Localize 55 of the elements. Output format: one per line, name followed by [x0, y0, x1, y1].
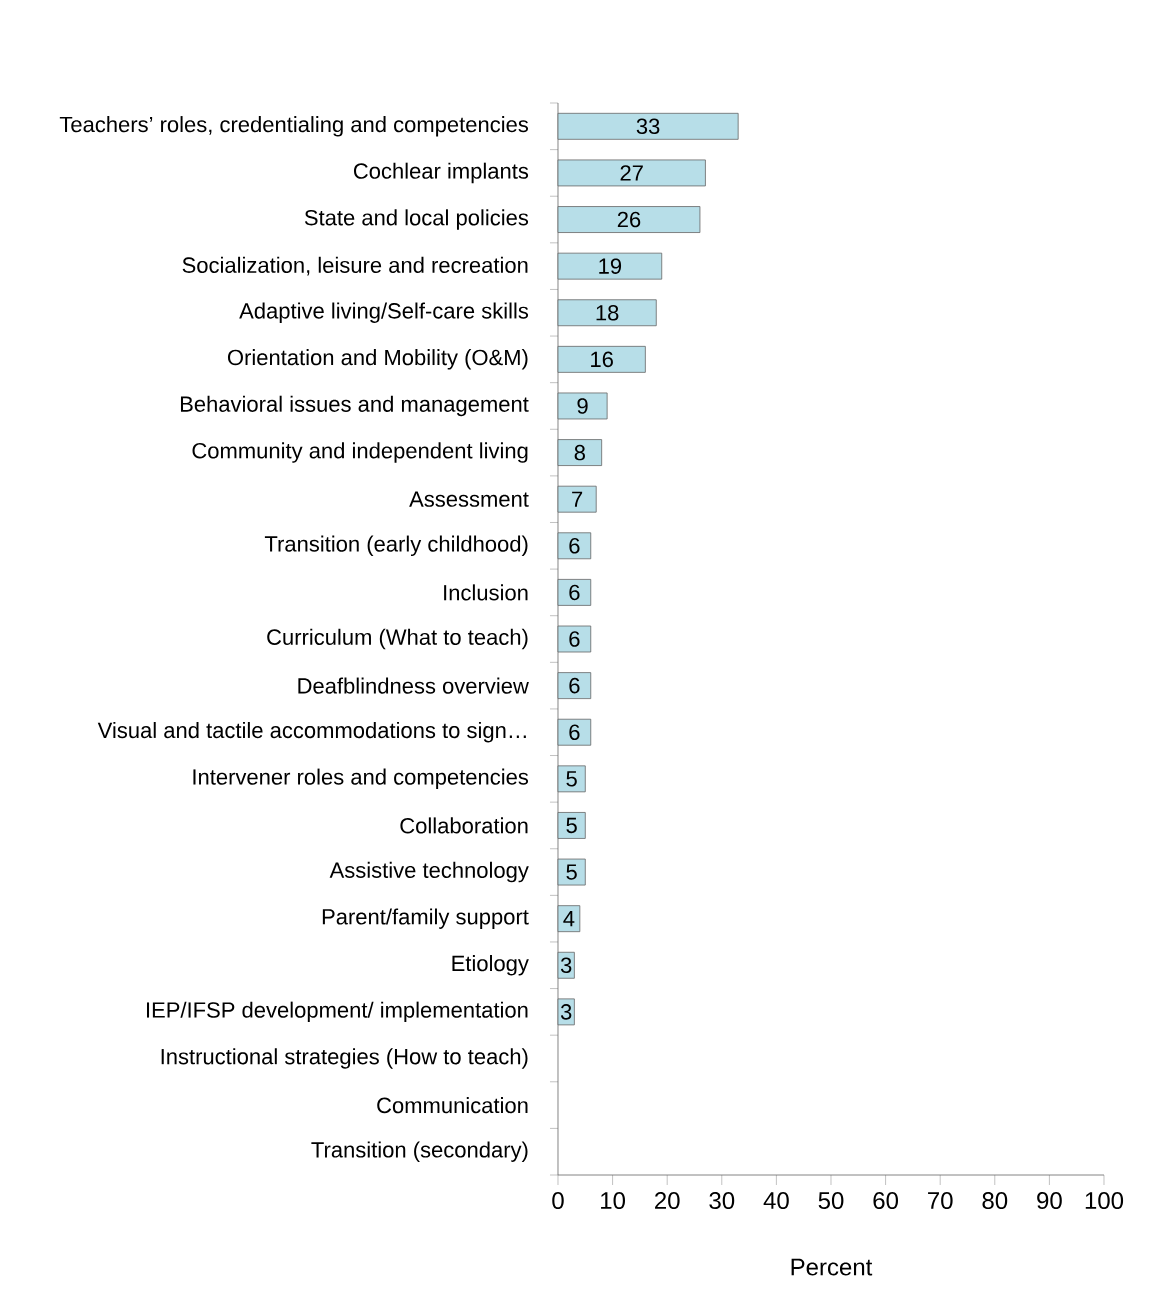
- y-tick-label: Teachers’ roles, credentialing and competencies: [59, 116, 529, 137]
- y-tick-label: Orientation and Mobility (O&M): [227, 349, 528, 370]
- y-tick-label: Etiology: [452, 955, 529, 976]
- data-label: 6: [569, 584, 580, 601]
- data-label: 3: [560, 1004, 572, 1020]
- x-tick-label: 80: [982, 1192, 1008, 1210]
- data-label: 5: [566, 864, 577, 880]
- y-tick-label: Community and independent living: [192, 442, 528, 463]
- data-label: 6: [569, 724, 580, 741]
- data-label: 8: [574, 444, 585, 461]
- data-label: 6: [569, 677, 580, 694]
- data-label: 5: [566, 817, 577, 834]
- data-label: 6: [569, 631, 580, 647]
- y-tick-label: Parent/family support: [322, 908, 529, 929]
- data-label: 6: [569, 538, 580, 554]
- data-label: 27: [620, 165, 643, 181]
- y-tick-label: IEP/IFSP development/ implementation: [146, 1001, 528, 1023]
- y-tick-label: Assistive technology: [329, 861, 529, 883]
- y-tick-label: Socialization, leisure and recreation: [182, 256, 528, 276]
- x-tick-label: 40: [763, 1192, 789, 1210]
- data-label: 33: [636, 118, 660, 135]
- data-label: 5: [566, 771, 577, 787]
- y-tick-label: State and local policies: [304, 209, 529, 230]
- y-tick-label: Visual and tactile accommodations to sign…: [97, 721, 526, 743]
- x-tick-label: 30: [709, 1192, 735, 1210]
- y-tick-label: Assessment: [409, 491, 529, 507]
- x-tick-label: 50: [818, 1192, 844, 1210]
- x-tick-label: 60: [873, 1192, 899, 1210]
- data-label: 26: [617, 211, 641, 228]
- y-tick-label: Collaboration: [400, 817, 528, 834]
- y-tick-label: Curriculum (What to teach): [267, 628, 528, 650]
- y-tick-label: Adaptive living/Self-care skills: [239, 302, 529, 323]
- data-label: 4: [563, 911, 575, 927]
- y-tick-label: Behavioral issues and management: [180, 395, 529, 417]
- x-tick-label: 20: [655, 1192, 680, 1210]
- y-tick-label: Transition (secondary): [311, 1141, 528, 1162]
- x-tick-label: 90: [1037, 1192, 1062, 1210]
- y-tick-label: Instructional strategies (How to teach): [161, 1048, 528, 1069]
- data-label: 3: [560, 957, 572, 974]
- data-label: 9: [577, 398, 588, 414]
- y-tick-label: Transition (early childhood): [264, 535, 528, 557]
- x-tick-label: 70: [928, 1192, 953, 1210]
- data-label: 7: [572, 491, 583, 507]
- y-tick-label: Communication: [377, 1097, 528, 1114]
- x-tick-label: 100: [1085, 1192, 1124, 1210]
- x-axis-title: Percent: [791, 1258, 873, 1276]
- y-tick-label: Cochlear implants: [353, 162, 529, 184]
- y-tick-label: Intervener roles and competencies: [193, 768, 529, 790]
- x-tick-label: 0: [552, 1192, 564, 1210]
- data-label: 16: [591, 351, 613, 368]
- x-tick-label: 10: [601, 1192, 626, 1210]
- data-label: 18: [596, 304, 619, 321]
- y-tick-label: Inclusion: [444, 584, 528, 601]
- data-label: 19: [599, 258, 622, 274]
- y-tick-label: Deafblindness overview: [298, 677, 529, 694]
